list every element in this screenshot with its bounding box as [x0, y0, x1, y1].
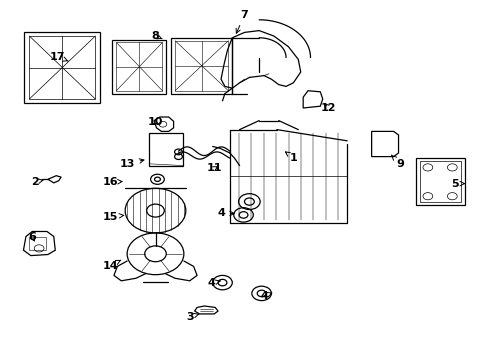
Text: 2: 2	[31, 177, 43, 187]
Bar	[24, 32, 100, 103]
Text: 15: 15	[102, 212, 123, 222]
Text: 17: 17	[50, 52, 68, 62]
Text: 4: 4	[207, 278, 220, 288]
Text: 4: 4	[260, 291, 271, 301]
Text: 14: 14	[102, 260, 121, 271]
Text: 3: 3	[185, 312, 199, 322]
Bar	[419, 161, 460, 202]
Text: 5: 5	[450, 179, 464, 189]
Bar	[415, 158, 464, 205]
Text: 9: 9	[390, 155, 403, 169]
Text: 7: 7	[236, 10, 248, 33]
Text: 16: 16	[102, 177, 122, 187]
Text: 4: 4	[217, 208, 234, 219]
Text: 11: 11	[206, 163, 222, 174]
Bar	[29, 237, 46, 250]
Bar	[116, 42, 162, 91]
Text: 1: 1	[285, 152, 297, 163]
Bar	[29, 36, 95, 99]
Text: 13: 13	[119, 159, 143, 169]
Text: 12: 12	[320, 103, 336, 113]
Text: 6: 6	[28, 232, 36, 242]
Bar	[171, 38, 232, 94]
Bar	[175, 41, 228, 91]
Bar	[149, 133, 183, 166]
Bar	[112, 40, 166, 94]
Text: 8: 8	[151, 31, 162, 41]
Text: 10: 10	[147, 117, 163, 127]
